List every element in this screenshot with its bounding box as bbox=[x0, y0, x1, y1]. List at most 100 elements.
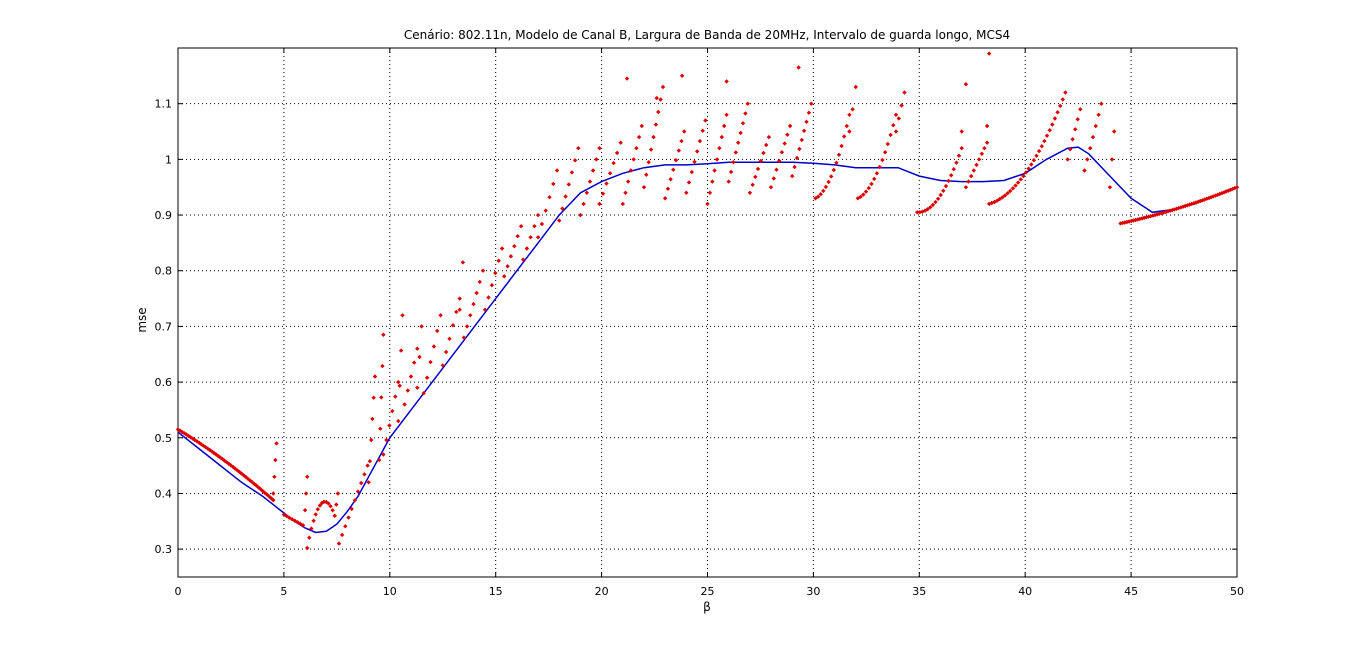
scatter-point bbox=[785, 132, 790, 137]
scatter-point bbox=[872, 176, 877, 182]
scatter-point bbox=[271, 498, 276, 503]
y-tick-label: 1 bbox=[165, 153, 172, 166]
scatter-point bbox=[818, 192, 823, 197]
scatter-point bbox=[359, 480, 364, 486]
scatter-point bbox=[984, 140, 990, 145]
scatter-point bbox=[551, 181, 556, 187]
scatter-point bbox=[349, 506, 354, 512]
scatter-point bbox=[826, 179, 831, 185]
scatter-point bbox=[1070, 137, 1075, 142]
scatter-point bbox=[1034, 153, 1039, 158]
scatter-point bbox=[493, 270, 498, 276]
scatter-point bbox=[836, 152, 842, 157]
scatter-point bbox=[676, 148, 681, 153]
scatter-point bbox=[692, 159, 697, 164]
scatter-point bbox=[489, 283, 495, 288]
scatter-point bbox=[1234, 185, 1240, 190]
scatter-point bbox=[710, 179, 715, 184]
scatter-point bbox=[915, 210, 920, 215]
scatter-point bbox=[722, 123, 727, 129]
scatter-point bbox=[717, 146, 722, 151]
scatter-point bbox=[566, 182, 571, 187]
scatter-point bbox=[847, 129, 852, 134]
x-tick-label: 5 bbox=[280, 585, 287, 598]
scatter-point bbox=[400, 313, 405, 318]
scatter-point bbox=[247, 478, 253, 483]
scatter-point bbox=[899, 103, 904, 108]
scatter-point bbox=[829, 174, 834, 179]
scatter-point bbox=[959, 146, 964, 151]
scatter-point bbox=[928, 205, 933, 210]
scatter-point bbox=[641, 185, 647, 190]
scatter-point bbox=[424, 375, 430, 380]
scatter-point bbox=[611, 160, 616, 166]
scatter-point bbox=[869, 181, 874, 187]
scatter-point bbox=[303, 491, 309, 496]
scatter-point bbox=[1146, 214, 1151, 219]
scatter-point bbox=[656, 109, 661, 115]
scatter-point bbox=[682, 129, 687, 134]
scatter-point bbox=[281, 512, 287, 517]
scatter-point bbox=[624, 76, 630, 81]
y-tick-label: 0.6 bbox=[155, 376, 173, 389]
scatter-point bbox=[618, 140, 623, 145]
scatter-point bbox=[877, 164, 882, 170]
scatter-point bbox=[651, 134, 656, 140]
scatter-point bbox=[440, 363, 445, 368]
scatter-point bbox=[597, 146, 602, 151]
scatter-point bbox=[408, 374, 414, 379]
scatter-point bbox=[755, 166, 761, 172]
scatter-point bbox=[532, 224, 537, 229]
series-layer bbox=[175, 51, 1240, 551]
scatter-point bbox=[987, 51, 992, 56]
scatter-point bbox=[679, 138, 684, 144]
scatter-point bbox=[1183, 203, 1188, 209]
scatter-point bbox=[332, 513, 337, 518]
scatter-point bbox=[1109, 157, 1115, 162]
scatter-point bbox=[607, 171, 613, 176]
scatter-point bbox=[1090, 134, 1096, 140]
scatter-point bbox=[654, 95, 659, 101]
scatter-point bbox=[352, 498, 358, 503]
scatter-point bbox=[966, 179, 971, 184]
scatter-point bbox=[572, 158, 578, 163]
scatter-point bbox=[1230, 186, 1235, 192]
scatter-point bbox=[405, 388, 410, 393]
scatter-point bbox=[989, 200, 994, 206]
scatter-point bbox=[644, 172, 649, 177]
scatter-point bbox=[743, 111, 748, 116]
scatter-point bbox=[584, 190, 589, 195]
scatter-point bbox=[976, 157, 982, 162]
x-tick-label: 30 bbox=[806, 585, 820, 598]
scatter-point bbox=[594, 157, 599, 162]
scatter-point bbox=[1063, 90, 1068, 95]
scatter-point bbox=[1010, 186, 1016, 191]
scatter-point bbox=[1005, 191, 1010, 196]
scatter-point bbox=[740, 121, 746, 126]
scatter-point bbox=[339, 532, 345, 538]
scatter-point bbox=[858, 194, 863, 199]
scatter-point bbox=[381, 452, 386, 457]
scatter-point bbox=[885, 141, 890, 147]
scatter-point bbox=[486, 295, 491, 300]
scatter-point bbox=[866, 185, 871, 191]
grid-lines bbox=[178, 48, 1237, 577]
scatter-point bbox=[930, 202, 936, 208]
scatter-point bbox=[557, 218, 562, 223]
chart-title: Cenário: 802.11n, Modelo de Canal B, Lar… bbox=[404, 28, 1010, 42]
scatter-point bbox=[1208, 195, 1214, 200]
scatter-point bbox=[695, 149, 700, 154]
scatter-point bbox=[1126, 219, 1132, 224]
scatter-point bbox=[1000, 195, 1005, 200]
scatter-point bbox=[896, 116, 901, 121]
scatter-point bbox=[1206, 195, 1212, 201]
scatter-point bbox=[305, 545, 310, 551]
scatter-point bbox=[560, 206, 565, 211]
scatter-point bbox=[398, 348, 404, 353]
y-tick-label: 0.8 bbox=[155, 265, 173, 278]
scatter-point bbox=[377, 457, 382, 463]
scatter-point bbox=[211, 450, 217, 456]
scatter-point bbox=[1078, 107, 1083, 112]
scatter-point bbox=[309, 526, 314, 531]
